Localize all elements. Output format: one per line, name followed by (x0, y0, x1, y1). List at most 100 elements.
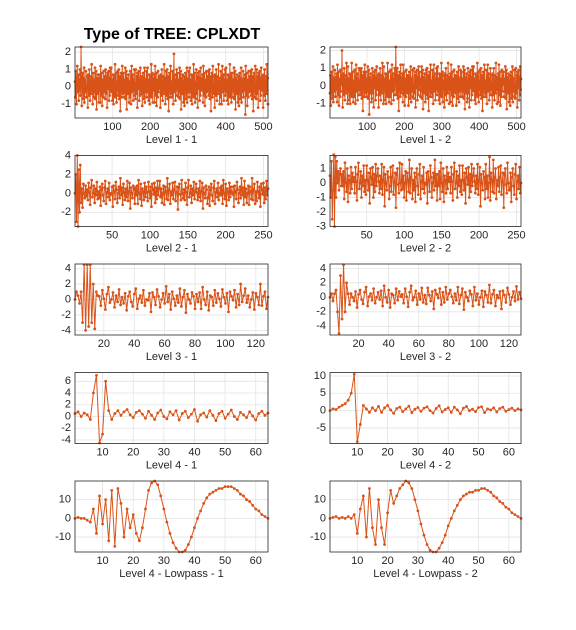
marker (466, 81, 470, 84)
marker (438, 287, 442, 291)
marker (179, 198, 183, 202)
x-axis-label: Level 4 - 2 (400, 459, 451, 471)
marker (360, 174, 364, 178)
marker (262, 94, 266, 97)
marker (429, 175, 433, 179)
marker (461, 164, 464, 168)
marker (516, 174, 520, 178)
marker (503, 293, 506, 297)
marker (220, 487, 224, 490)
marker (187, 195, 191, 199)
marker (215, 187, 218, 191)
marker (408, 88, 412, 91)
marker (85, 188, 89, 191)
marker (348, 84, 351, 88)
marker (486, 407, 490, 411)
marker (119, 176, 122, 180)
marker (347, 98, 351, 102)
marker (248, 88, 252, 92)
marker (248, 305, 252, 309)
marker (156, 411, 160, 415)
marker (444, 285, 448, 289)
marker (483, 487, 487, 490)
marker (446, 187, 449, 191)
marker (134, 97, 137, 101)
marker (337, 405, 341, 409)
marker (213, 202, 217, 206)
marker (364, 193, 368, 197)
marker (476, 193, 480, 197)
marker (215, 80, 219, 84)
marker (509, 88, 513, 91)
series (73, 45, 270, 116)
marker (395, 172, 399, 176)
marker (129, 83, 132, 87)
marker (145, 191, 149, 194)
marker (178, 287, 182, 291)
marker (455, 196, 459, 199)
marker (478, 93, 482, 97)
marker (147, 99, 151, 103)
marker (245, 498, 248, 502)
marker (417, 172, 421, 176)
marker (260, 304, 264, 308)
marker (251, 198, 255, 202)
marker (346, 200, 350, 204)
marker (400, 162, 404, 166)
marker (147, 488, 150, 492)
marker (203, 78, 207, 82)
marker (232, 90, 236, 94)
marker (190, 535, 193, 539)
marker (84, 95, 88, 99)
marker (230, 295, 233, 298)
marker (94, 193, 98, 197)
marker (516, 86, 520, 90)
marker (375, 174, 379, 178)
marker (246, 191, 249, 195)
x-tick-label: 60 (413, 338, 425, 350)
marker (249, 94, 253, 97)
marker (262, 201, 266, 205)
marker (258, 185, 262, 189)
marker (212, 92, 216, 96)
marker (376, 290, 380, 294)
marker (431, 82, 435, 86)
marker (517, 187, 521, 191)
marker (440, 95, 444, 99)
marker (88, 203, 92, 207)
marker (461, 89, 465, 93)
marker (108, 94, 112, 97)
marker (262, 295, 265, 298)
marker (87, 191, 91, 194)
marker (346, 515, 350, 518)
marker (174, 78, 178, 82)
marker (258, 99, 262, 103)
marker (107, 409, 111, 413)
marker (406, 74, 410, 77)
marker (177, 78, 181, 82)
marker (487, 98, 491, 102)
marker (503, 65, 507, 68)
marker (370, 298, 374, 302)
marker (338, 172, 342, 176)
x-axis-label: Level 1 - 2 (400, 134, 451, 146)
x-tick-label: 400 (217, 121, 235, 133)
marker (431, 102, 435, 106)
marker (262, 73, 265, 77)
marker (231, 298, 235, 302)
marker (483, 411, 487, 415)
marker (338, 95, 342, 99)
marker (246, 78, 250, 82)
marker (150, 413, 153, 417)
marker (431, 68, 434, 72)
marker (379, 98, 383, 102)
marker (503, 172, 506, 176)
marker (472, 89, 476, 93)
marker (489, 171, 493, 175)
marker (351, 70, 355, 74)
marker (207, 185, 211, 189)
marker (190, 201, 193, 205)
marker (221, 90, 225, 94)
marker (194, 97, 198, 101)
marker (410, 77, 414, 81)
